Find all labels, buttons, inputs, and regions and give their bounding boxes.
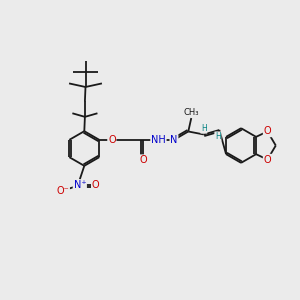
Text: O: O (139, 155, 147, 165)
Text: O: O (264, 154, 271, 165)
Text: N: N (170, 135, 178, 145)
Text: CH₃: CH₃ (184, 108, 199, 117)
Text: H: H (215, 132, 221, 141)
Text: O: O (92, 180, 100, 190)
Text: O⁻: O⁻ (56, 186, 69, 196)
Text: N⁺: N⁺ (74, 180, 86, 190)
Text: O: O (264, 127, 271, 136)
Text: NH: NH (151, 135, 166, 145)
Text: O: O (108, 135, 116, 145)
Text: H: H (201, 124, 207, 133)
